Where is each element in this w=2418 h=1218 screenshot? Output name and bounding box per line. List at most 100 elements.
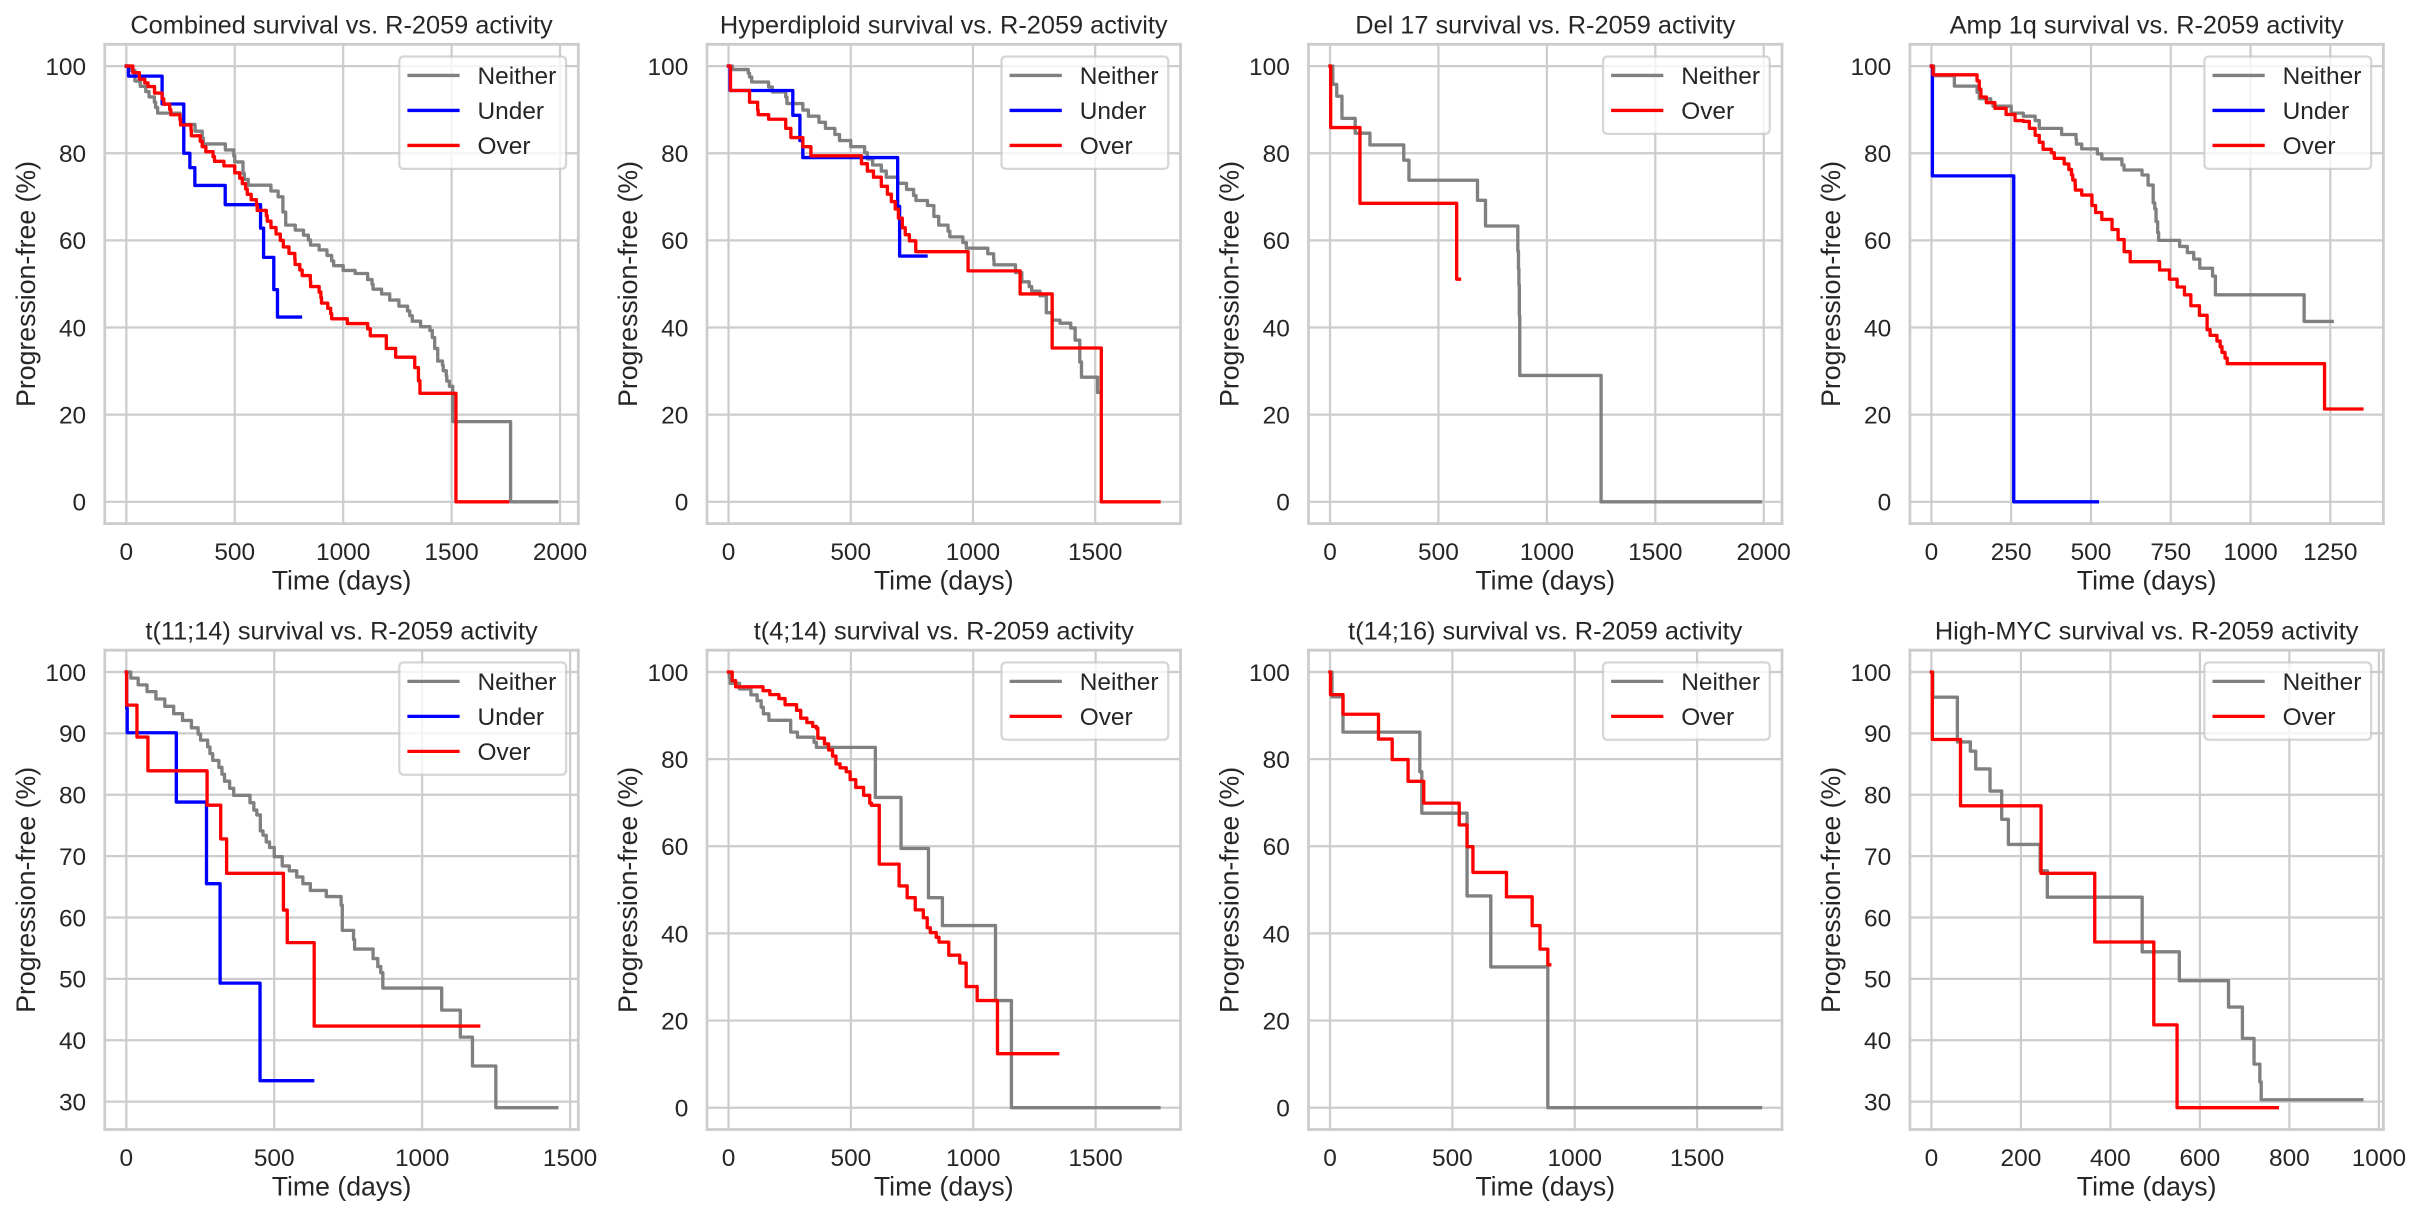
- svg-text:Over: Over: [1681, 98, 1734, 125]
- svg-text:1500: 1500: [1068, 1145, 1122, 1172]
- svg-text:70: 70: [59, 844, 86, 871]
- svg-text:Time (days): Time (days): [1475, 1171, 1615, 1201]
- svg-text:t(4;14) survival vs. R-2059 ac: t(4;14) survival vs. R-2059 activity: [754, 617, 1134, 645]
- svg-text:t(14;16) survival vs. R-2059 a: t(14;16) survival vs. R-2059 activity: [1348, 617, 1742, 645]
- svg-text:0: 0: [675, 1096, 689, 1123]
- svg-text:100: 100: [45, 660, 86, 687]
- svg-text:100: 100: [648, 54, 689, 81]
- svg-text:1000: 1000: [946, 1145, 1000, 1172]
- svg-text:1000: 1000: [2223, 539, 2277, 566]
- svg-text:0: 0: [1276, 490, 1290, 517]
- svg-text:1000: 1000: [1548, 1145, 1602, 1172]
- svg-text:30: 30: [59, 1089, 86, 1116]
- svg-text:500: 500: [830, 539, 871, 566]
- svg-text:500: 500: [1418, 539, 1459, 566]
- svg-text:100: 100: [1249, 54, 1290, 81]
- svg-text:80: 80: [59, 141, 86, 168]
- svg-text:0: 0: [675, 490, 689, 517]
- svg-text:1500: 1500: [1068, 539, 1122, 566]
- svg-text:1500: 1500: [543, 1145, 597, 1172]
- svg-text:40: 40: [59, 1028, 86, 1055]
- svg-text:0: 0: [722, 1145, 736, 1172]
- svg-text:Over: Over: [2283, 704, 2336, 731]
- svg-text:20: 20: [1263, 403, 1290, 430]
- svg-text:20: 20: [1263, 1008, 1290, 1035]
- svg-text:0: 0: [722, 539, 736, 566]
- svg-text:100: 100: [1850, 54, 1891, 81]
- svg-text:80: 80: [1263, 747, 1290, 774]
- svg-text:100: 100: [45, 54, 86, 81]
- svg-text:60: 60: [661, 834, 688, 861]
- svg-text:70: 70: [1864, 844, 1891, 871]
- svg-text:Under: Under: [2283, 98, 2350, 125]
- svg-text:1000: 1000: [1520, 539, 1574, 566]
- svg-text:800: 800: [2269, 1145, 2310, 1172]
- svg-text:1500: 1500: [424, 539, 478, 566]
- svg-text:t(11;14) survival vs. R-2059 a: t(11;14) survival vs. R-2059 activity: [145, 617, 538, 645]
- svg-text:60: 60: [59, 228, 86, 255]
- svg-text:100: 100: [1249, 660, 1290, 687]
- svg-text:Over: Over: [478, 739, 531, 766]
- svg-text:40: 40: [1263, 315, 1290, 342]
- svg-text:Under: Under: [1080, 98, 1147, 125]
- svg-text:0: 0: [1925, 1145, 1939, 1172]
- svg-text:20: 20: [59, 403, 86, 430]
- svg-text:40: 40: [1263, 921, 1290, 948]
- svg-text:Time (days): Time (days): [2077, 565, 2217, 595]
- svg-text:400: 400: [2090, 1145, 2131, 1172]
- svg-text:Neither: Neither: [1080, 669, 1159, 696]
- svg-text:600: 600: [2180, 1145, 2221, 1172]
- svg-text:100: 100: [1850, 660, 1891, 687]
- svg-text:Over: Over: [1080, 704, 1133, 731]
- svg-text:1000: 1000: [316, 539, 370, 566]
- svg-text:80: 80: [1263, 141, 1290, 168]
- svg-text:Under: Under: [478, 98, 545, 125]
- svg-text:40: 40: [1864, 315, 1891, 342]
- svg-text:0: 0: [1925, 539, 1939, 566]
- svg-text:500: 500: [214, 539, 255, 566]
- svg-text:1500: 1500: [1628, 539, 1682, 566]
- svg-text:40: 40: [661, 921, 688, 948]
- svg-text:Neither: Neither: [478, 63, 557, 90]
- svg-text:60: 60: [1263, 834, 1290, 861]
- svg-text:0: 0: [1323, 1145, 1337, 1172]
- svg-text:0: 0: [1276, 1096, 1290, 1123]
- svg-text:100: 100: [648, 660, 689, 687]
- svg-text:80: 80: [661, 747, 688, 774]
- svg-text:500: 500: [1432, 1145, 1473, 1172]
- svg-text:1250: 1250: [2303, 539, 2357, 566]
- svg-text:30: 30: [1864, 1089, 1891, 1116]
- svg-text:Progression-free (%): Progression-free (%): [11, 767, 41, 1013]
- svg-text:250: 250: [1991, 539, 2032, 566]
- svg-text:Amp 1q survival vs. R-2059 act: Amp 1q survival vs. R-2059 activity: [1950, 11, 2344, 39]
- svg-text:60: 60: [661, 228, 688, 255]
- svg-text:Progression-free (%): Progression-free (%): [1816, 161, 1846, 407]
- svg-text:20: 20: [661, 1008, 688, 1035]
- svg-text:20: 20: [1864, 403, 1891, 430]
- svg-text:Under: Under: [478, 704, 545, 731]
- svg-text:2000: 2000: [1737, 539, 1791, 566]
- svg-text:80: 80: [661, 141, 688, 168]
- svg-text:Hyperdiploid survival vs. R-20: Hyperdiploid survival vs. R-2059 activit…: [720, 11, 1168, 39]
- svg-text:Progression-free (%): Progression-free (%): [11, 161, 41, 407]
- svg-text:Time (days): Time (days): [874, 565, 1014, 595]
- svg-text:Neither: Neither: [478, 669, 557, 696]
- svg-text:Neither: Neither: [1681, 669, 1760, 696]
- svg-text:Time (days): Time (days): [1475, 565, 1615, 595]
- svg-text:60: 60: [1864, 228, 1891, 255]
- svg-text:Progression-free (%): Progression-free (%): [1816, 767, 1846, 1013]
- svg-text:Neither: Neither: [2283, 63, 2362, 90]
- svg-text:500: 500: [254, 1145, 295, 1172]
- svg-text:0: 0: [120, 539, 134, 566]
- svg-text:Over: Over: [1681, 704, 1734, 731]
- svg-text:Time (days): Time (days): [272, 565, 412, 595]
- svg-text:Over: Over: [2283, 133, 2336, 160]
- svg-text:50: 50: [59, 967, 86, 994]
- svg-text:40: 40: [1864, 1028, 1891, 1055]
- svg-text:60: 60: [1263, 228, 1290, 255]
- svg-text:60: 60: [59, 905, 86, 932]
- svg-text:Progression-free (%): Progression-free (%): [613, 161, 643, 407]
- svg-text:Neither: Neither: [1681, 63, 1760, 90]
- svg-text:1000: 1000: [395, 1145, 449, 1172]
- svg-text:80: 80: [1864, 783, 1891, 810]
